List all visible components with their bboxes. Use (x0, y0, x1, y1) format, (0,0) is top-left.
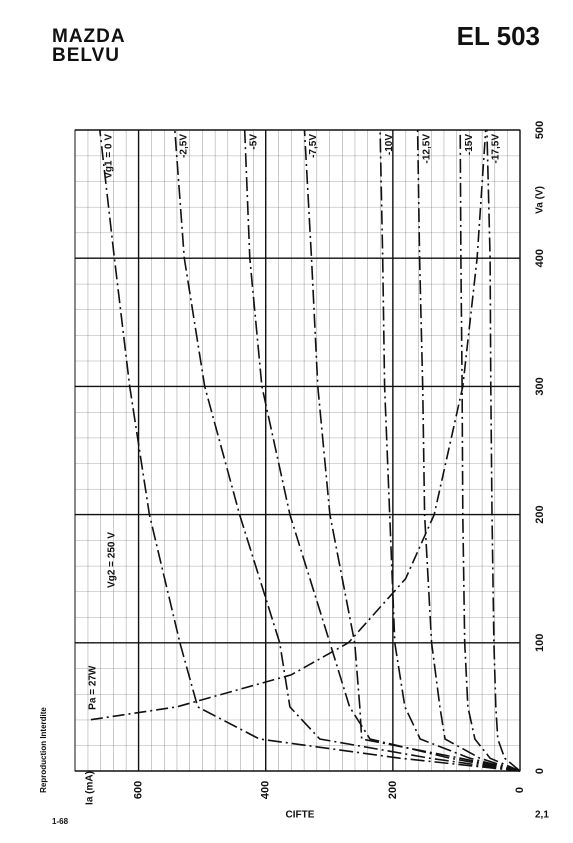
x-tick-label: 100 (534, 634, 546, 652)
curve (459, 129, 521, 772)
brand: MAZDA (52, 26, 126, 47)
y-tick-label: 400 (260, 781, 272, 799)
y-tick-label: 0 (514, 787, 526, 793)
brand: BELVU (52, 45, 120, 66)
footer-center: CIFTE (286, 810, 315, 821)
x-tick-label: 200 (534, 505, 546, 523)
plot-area (74, 129, 521, 772)
curve (174, 129, 521, 772)
curve-label: -5V (248, 134, 259, 150)
curve-label: -17,5V (491, 134, 502, 164)
curve-label: Vg1 = 0 V (103, 134, 114, 179)
curve (99, 129, 521, 772)
curve (486, 129, 521, 772)
x-tick-label: 400 (534, 249, 546, 267)
y-axis-label: Ia (mA) (85, 771, 96, 805)
x-axis-label: Va (V) (535, 186, 546, 214)
power-label: Pa = 27W (88, 665, 99, 710)
x-tick-label: 500 (534, 121, 546, 139)
curve-label: -12,5V (421, 134, 432, 164)
power-curve (90, 129, 487, 721)
curve (379, 129, 521, 772)
curve-label: -2,5V (178, 134, 189, 158)
tube-type: EL 503 (457, 21, 540, 51)
footer-right: 2,1 (535, 810, 549, 821)
annotation: Vg2 = 250 V (107, 532, 118, 588)
footer-code: 1-68 (52, 817, 69, 826)
curve (416, 129, 521, 772)
y-tick-label: 200 (387, 781, 399, 799)
x-tick-label: 300 (534, 377, 546, 395)
curve-label: -7,5V (308, 134, 319, 158)
curve (303, 129, 521, 772)
curve-label: -10V (384, 134, 395, 155)
curve-label: -15V (464, 134, 475, 155)
x-tick-label: 0 (534, 768, 546, 774)
side-note: Reproduction Interdite (39, 707, 48, 793)
y-tick-label: 600 (132, 781, 144, 799)
